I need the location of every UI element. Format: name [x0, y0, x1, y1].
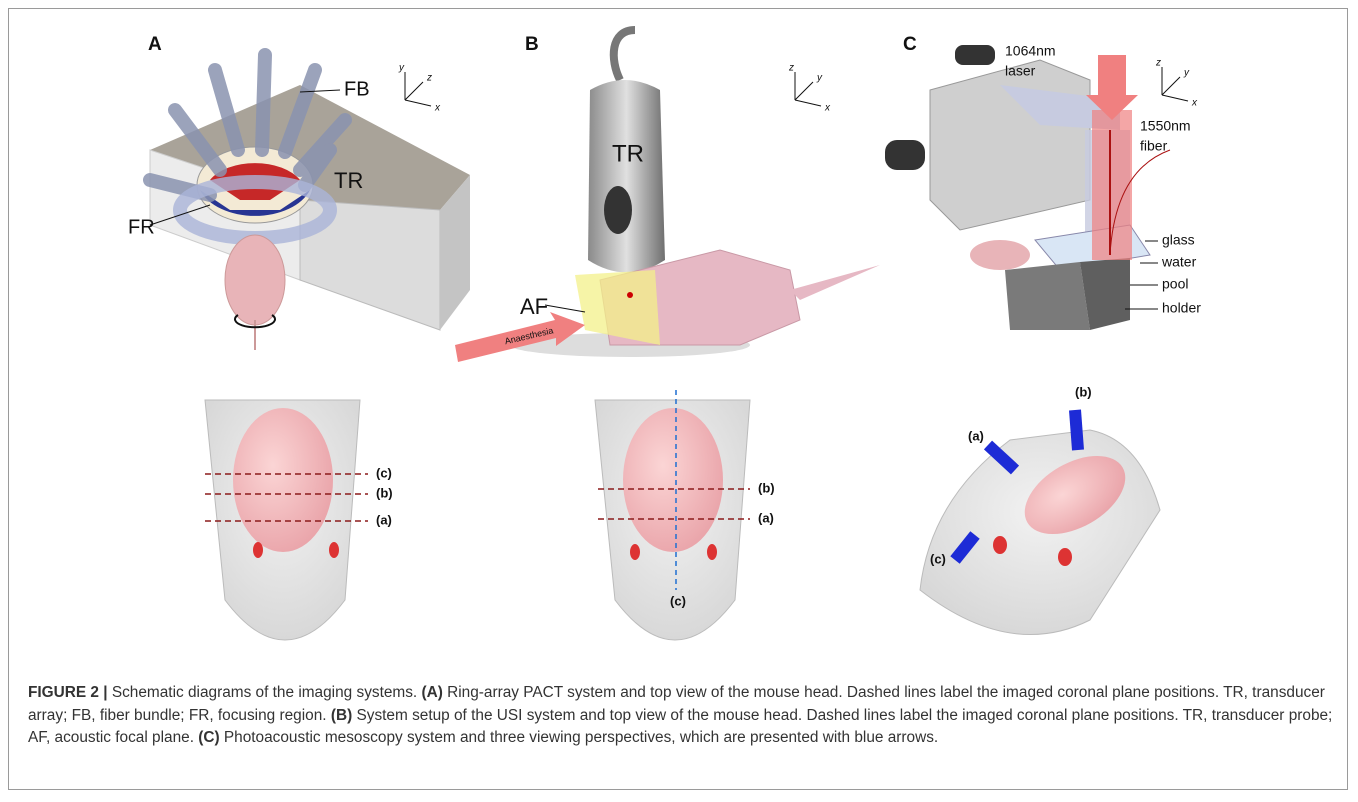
axis-label: y [398, 63, 405, 74]
axis-label: x [1191, 98, 1198, 109]
plane-label: (c) [930, 551, 946, 566]
plane-label: (b) [758, 480, 775, 495]
illustration-label: 1064nm [1005, 43, 1056, 59]
axis-label: x [434, 103, 441, 114]
axis-label: y [1183, 68, 1190, 79]
illustration-label: laser [1005, 63, 1036, 79]
illustration-label: water [1161, 254, 1197, 270]
mesoscopy-illustration [885, 45, 1170, 330]
illustration-label: glass [1162, 232, 1195, 248]
illustration-label: pool [1162, 276, 1188, 292]
caption-text: (A) [422, 684, 443, 701]
figure: AyzxFBTRFR(c)(b)(a)BzyxTRAFAnaesthesia(b… [0, 0, 1358, 680]
illustration-label: fiber [1140, 138, 1168, 154]
axis-label: z [788, 63, 794, 74]
panel-letter: A [148, 34, 162, 55]
illustration-label: TR [334, 168, 363, 193]
plane-label: (b) [1075, 384, 1092, 399]
caption-text: FIGURE 2 | [28, 684, 108, 701]
panel-letter: C [903, 34, 917, 55]
plane-label: (a) [376, 512, 392, 527]
illustration-label: FB [344, 78, 370, 100]
illustration-label: 1550nm [1140, 118, 1191, 134]
axis-label: z [426, 73, 432, 84]
axis-label: z [1155, 58, 1161, 69]
plane-label: (a) [758, 510, 774, 525]
illustration-label: holder [1162, 300, 1201, 316]
plane-label: (c) [376, 465, 392, 480]
figure-caption: FIGURE 2 | Schematic diagrams of the ima… [28, 682, 1333, 750]
axis-label: x [824, 103, 831, 114]
illustration-label: TR [612, 140, 644, 167]
panel-letter: B [525, 34, 539, 55]
plane-label: (b) [376, 485, 393, 500]
plane-label: (a) [968, 428, 984, 443]
caption-text: Schematic diagrams of the imaging system… [108, 684, 422, 701]
caption-text: (C) [198, 729, 219, 746]
view-arrow [1075, 410, 1078, 450]
illustration-label: FR [128, 216, 155, 238]
axis-label: y [816, 73, 823, 84]
plane-label: (c) [670, 593, 686, 608]
caption-text: (B) [331, 707, 352, 724]
caption-text: Photoacoustic mesoscopy system and three… [220, 729, 939, 746]
illustration-label: AF [520, 294, 548, 319]
page: AyzxFBTRFR(c)(b)(a)BzyxTRAFAnaesthesia(b… [0, 0, 1358, 802]
ring-array-illustration [150, 55, 470, 350]
